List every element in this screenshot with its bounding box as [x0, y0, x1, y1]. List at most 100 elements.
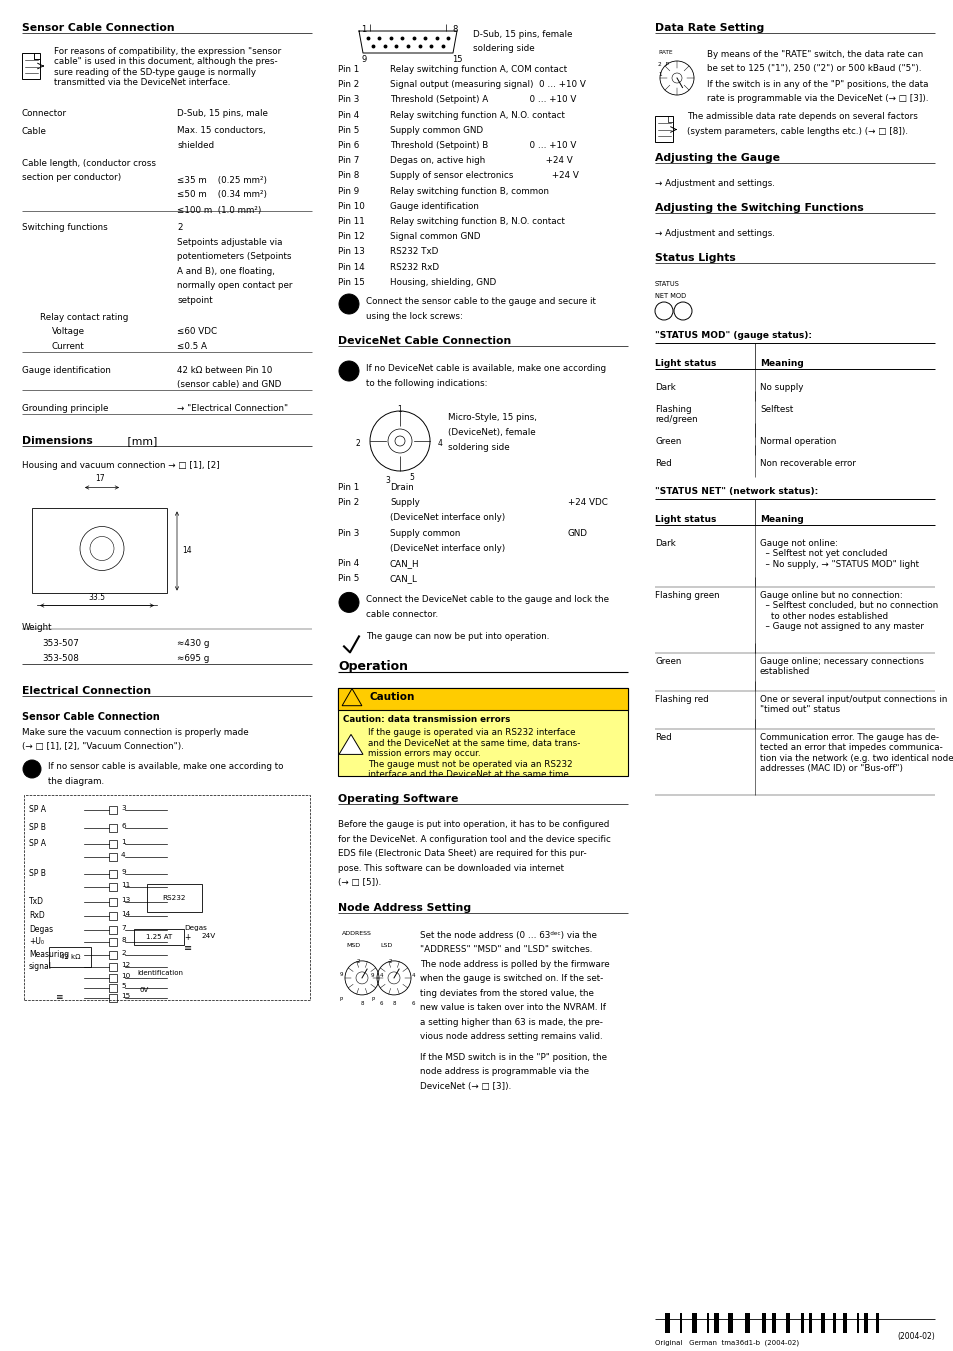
Text: The admissible data rate depends on several factors: The admissible data rate depends on seve…	[686, 112, 917, 122]
Text: 2  P: 2 P	[658, 62, 668, 68]
Text: Pin 2: Pin 2	[337, 80, 359, 89]
Polygon shape	[338, 735, 363, 754]
Text: Dark: Dark	[655, 539, 675, 549]
Bar	[109, 852, 117, 861]
Polygon shape	[34, 53, 40, 59]
Text: Identification: Identification	[137, 970, 183, 975]
Text: Node Address Setting: Node Address Setting	[337, 902, 471, 913]
Text: soldering side: soldering side	[448, 443, 509, 453]
Text: Adjusting the Gauge: Adjusting the Gauge	[655, 153, 780, 163]
Text: Adjusting the Switching Functions: Adjusting the Switching Functions	[655, 203, 862, 213]
Text: 8: 8	[452, 26, 456, 34]
Text: Light status: Light status	[655, 359, 716, 367]
Text: CAN_L: CAN_L	[390, 574, 417, 584]
Text: 1: 1	[397, 405, 402, 413]
Text: Meaning: Meaning	[760, 359, 803, 367]
Text: Make sure the vacuum connection is properly made: Make sure the vacuum connection is prope…	[22, 728, 249, 738]
Text: 4: 4	[121, 852, 126, 858]
Text: 8: 8	[392, 1001, 395, 1006]
Text: Pin 1: Pin 1	[337, 484, 359, 492]
Text: 1: 1	[360, 26, 366, 34]
Bar	[679, 1313, 681, 1333]
Bar	[785, 1313, 789, 1333]
Text: Pin 3: Pin 3	[337, 96, 359, 104]
Text: Pin 10: Pin 10	[337, 201, 364, 211]
Text: 1: 1	[121, 839, 126, 844]
Text: 1: 1	[29, 769, 35, 778]
Text: Pin 5: Pin 5	[337, 574, 359, 584]
Text: If the switch is in any of the "P" positions, the data: If the switch is in any of the "P" posit…	[706, 80, 927, 89]
Text: 1: 1	[658, 72, 661, 77]
Bar	[49, 947, 91, 967]
Text: 17: 17	[95, 474, 105, 484]
Bar	[337, 689, 627, 711]
Bar	[664, 1313, 669, 1333]
Text: (DeviceNet), female: (DeviceNet), female	[448, 428, 535, 436]
Text: ≡: ≡	[55, 993, 63, 1002]
Text: Dimensions: Dimensions	[22, 436, 92, 446]
Text: node address is programmable via the: node address is programmable via the	[419, 1067, 588, 1077]
Text: using the lock screws:: using the lock screws:	[366, 312, 462, 322]
Text: 4: 4	[379, 973, 383, 978]
Bar	[109, 938, 117, 946]
Bar	[337, 689, 627, 777]
Text: NET MOD: NET MOD	[655, 293, 685, 299]
Text: SP B: SP B	[29, 823, 46, 832]
Text: EDS file (Electronic Data Sheet) are required for this pur-: EDS file (Electronic Data Sheet) are req…	[337, 850, 586, 858]
Text: RS232 TxD: RS232 TxD	[390, 247, 438, 257]
Text: 5: 5	[409, 473, 414, 482]
Text: Relay contact rating: Relay contact rating	[40, 313, 129, 322]
Text: Flashing
red/green: Flashing red/green	[655, 405, 697, 424]
Text: Pin 8: Pin 8	[337, 172, 359, 181]
Text: A and B), one floating,: A and B), one floating,	[177, 267, 274, 276]
Text: setpoint: setpoint	[177, 296, 213, 305]
Text: 3: 3	[121, 805, 126, 811]
Text: 6: 6	[379, 1001, 383, 1006]
Text: section per conductor): section per conductor)	[22, 173, 121, 182]
Text: Housing, shielding, GND: Housing, shielding, GND	[390, 278, 496, 286]
Text: Pin 9: Pin 9	[337, 186, 359, 196]
Text: for the DeviceNet. A configuration tool and the device specific: for the DeviceNet. A configuration tool …	[337, 835, 610, 844]
Text: Caution: data transmission errors: Caution: data transmission errors	[343, 716, 510, 724]
Text: 2: 2	[345, 603, 352, 612]
Text: The gauge can now be put into operation.: The gauge can now be put into operation.	[366, 632, 549, 642]
Text: Flashing green: Flashing green	[655, 590, 719, 600]
Text: 9: 9	[339, 971, 343, 977]
Text: For reasons of compatibility, the expression "sensor
cable" is used in this docu: For reasons of compatibility, the expres…	[54, 47, 281, 88]
Text: 6: 6	[121, 823, 126, 830]
Text: potentiometers (Setpoints: potentiometers (Setpoints	[177, 253, 292, 262]
Bar	[22, 53, 40, 78]
Text: 15: 15	[452, 55, 462, 63]
Text: Green: Green	[655, 436, 680, 446]
Text: Pin 1: Pin 1	[337, 65, 359, 74]
Text: when the gauge is switched on. If the set-: when the gauge is switched on. If the se…	[419, 974, 602, 984]
Text: 11: 11	[121, 882, 131, 888]
Text: One or several input/output connections in
"timed out" status: One or several input/output connections …	[760, 694, 946, 715]
Text: → Adjustment and settings.: → Adjustment and settings.	[655, 178, 774, 188]
Text: RS232: RS232	[163, 894, 186, 901]
Text: Flashing red: Flashing red	[655, 694, 708, 704]
Text: Red: Red	[655, 459, 671, 467]
Text: vious node address setting remains valid.: vious node address setting remains valid…	[419, 1032, 602, 1042]
Text: to the following indications:: to the following indications:	[366, 380, 487, 388]
Text: Red: Red	[655, 734, 671, 742]
Text: Non recoverable error: Non recoverable error	[760, 459, 855, 467]
Circle shape	[338, 361, 358, 381]
Text: Electrical Connection: Electrical Connection	[22, 686, 151, 696]
Text: 9: 9	[370, 973, 374, 978]
Text: Max. 15 conductors,: Max. 15 conductors,	[177, 127, 265, 135]
Text: LSD: LSD	[379, 943, 392, 948]
Text: Voltage: Voltage	[52, 327, 85, 336]
Text: SP A: SP A	[29, 839, 46, 848]
Bar	[875, 1313, 878, 1333]
Bar	[32, 508, 167, 593]
Text: the diagram.: the diagram.	[48, 777, 104, 786]
Text: Pin 2: Pin 2	[337, 499, 359, 507]
Text: Degas: Degas	[29, 925, 53, 934]
Text: Gauge identification: Gauge identification	[390, 201, 478, 211]
Text: (2004-02): (2004-02)	[897, 1332, 934, 1342]
Text: "ADDRESS" "MSD" and "LSD" switches.: "ADDRESS" "MSD" and "LSD" switches.	[419, 946, 592, 954]
Text: Current: Current	[52, 342, 85, 351]
Text: GND: GND	[567, 528, 587, 538]
Circle shape	[23, 761, 41, 778]
